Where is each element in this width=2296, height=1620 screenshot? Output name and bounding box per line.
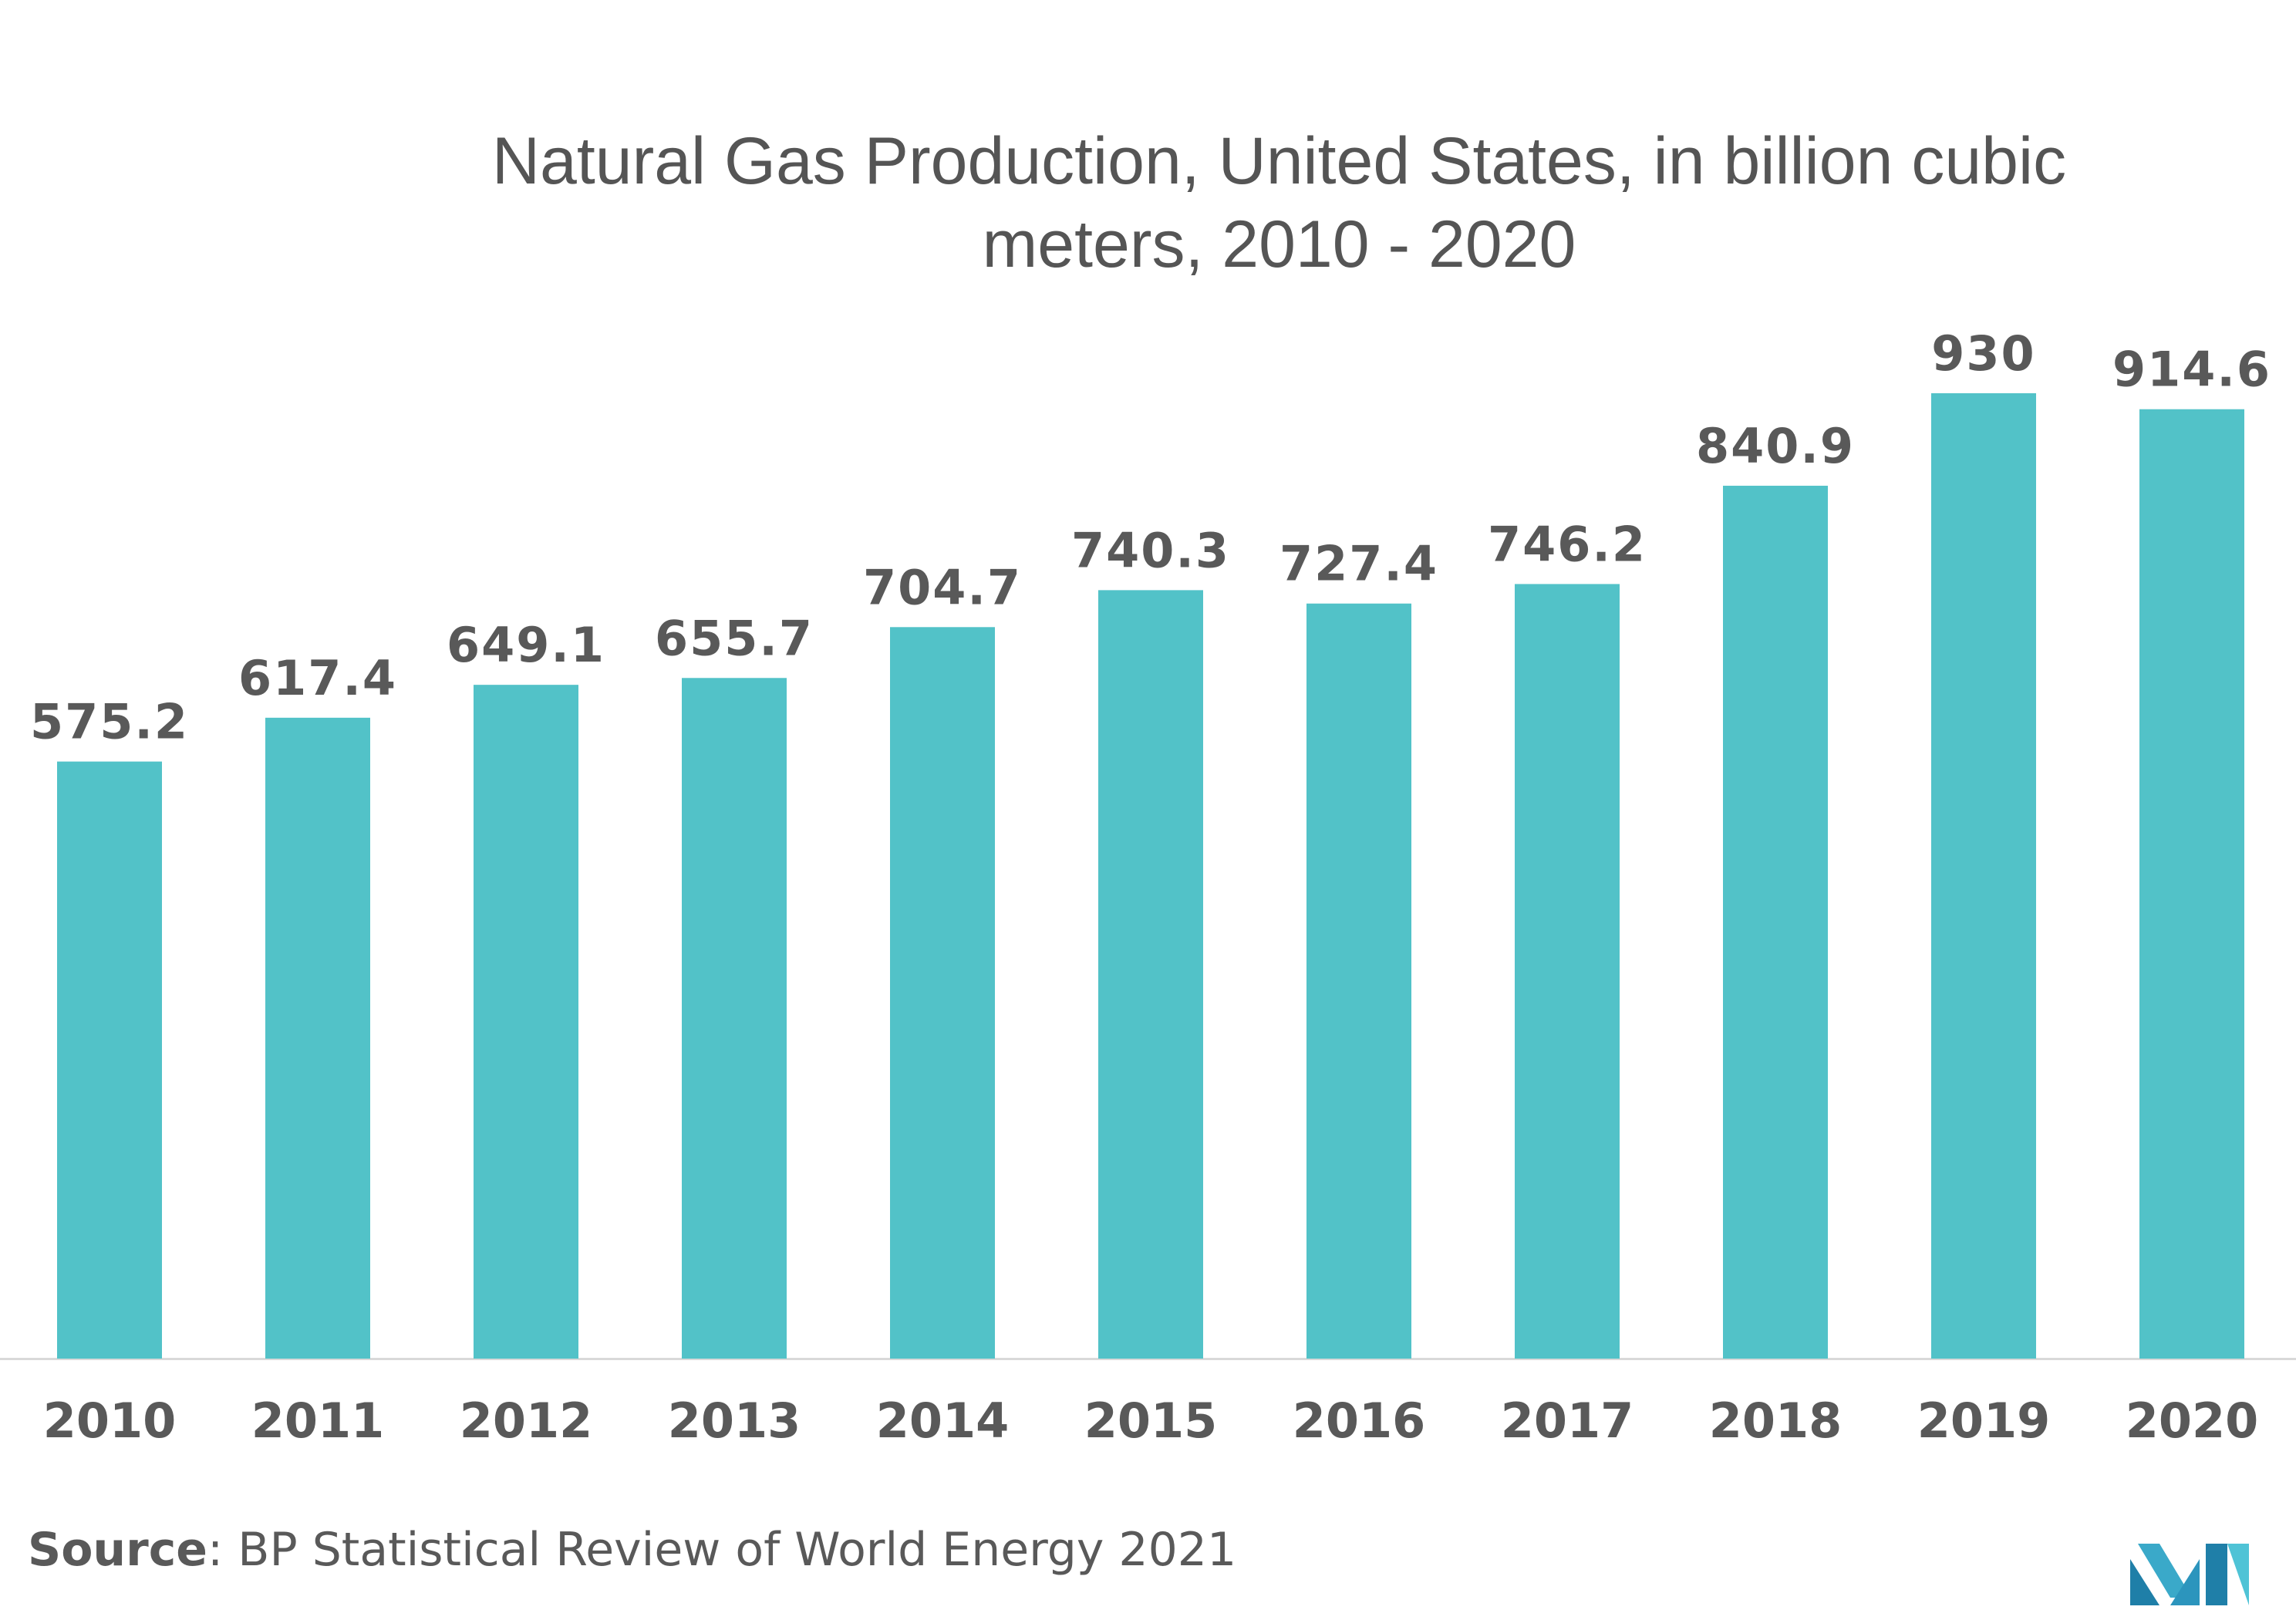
bar-2018 [1723, 485, 1828, 1359]
data-label-2011: 617.4 [238, 650, 397, 706]
bar-2010 [57, 761, 162, 1359]
bar-2016 [1306, 603, 1411, 1359]
bar-2019 [1931, 393, 2036, 1359]
mordor-intelligence-logo-icon [2130, 1544, 2249, 1605]
data-label-2014: 704.7 [863, 559, 1022, 615]
x-tick-label-2015: 2015 [1084, 1393, 1218, 1449]
source-text: : BP Statistical Review of World Energy … [207, 1523, 1237, 1577]
bar-2015 [1098, 590, 1203, 1359]
data-label-2018: 840.9 [1696, 418, 1855, 474]
data-label-2013: 655.7 [655, 610, 814, 666]
bar-2014 [890, 627, 995, 1359]
x-tick-label-2012: 2012 [460, 1393, 593, 1449]
chart-title-line-2: meters, 2010 - 2020 [982, 207, 1576, 281]
source-note: Source: BP Statistical Review of World E… [28, 1523, 1236, 1577]
x-tick-label-2019: 2019 [1917, 1393, 2051, 1449]
x-tick-label-2011: 2011 [251, 1393, 385, 1449]
data-label-2019: 930 [1931, 325, 2035, 382]
bar-2017 [1515, 584, 1620, 1359]
x-tick-label-2018: 2018 [1709, 1393, 1843, 1449]
data-label-2010: 575.2 [30, 694, 189, 750]
data-label-2017: 746.2 [1488, 516, 1647, 572]
x-tick-label-2014: 2014 [876, 1393, 1010, 1449]
x-tick-label-2013: 2013 [668, 1393, 801, 1449]
bar-2012 [474, 685, 578, 1359]
data-label-2012: 649.1 [447, 617, 605, 673]
x-tick-label-2010: 2010 [43, 1393, 177, 1449]
data-label-2015: 740.3 [1071, 522, 1230, 578]
bar-2011 [265, 717, 370, 1359]
x-tick-label-2016: 2016 [1293, 1393, 1426, 1449]
chart-title-line-1: Natural Gas Production, United States, i… [491, 124, 2067, 198]
source-label: Source [28, 1523, 207, 1577]
bar-2013 [682, 678, 787, 1359]
x-tick-label-2017: 2017 [1501, 1393, 1634, 1449]
data-label-2020: 914.6 [2112, 342, 2271, 398]
bar-2020 [2139, 409, 2244, 1359]
x-tick-label-2020: 2020 [2126, 1393, 2259, 1449]
data-label-2016: 727.4 [1279, 536, 1438, 592]
